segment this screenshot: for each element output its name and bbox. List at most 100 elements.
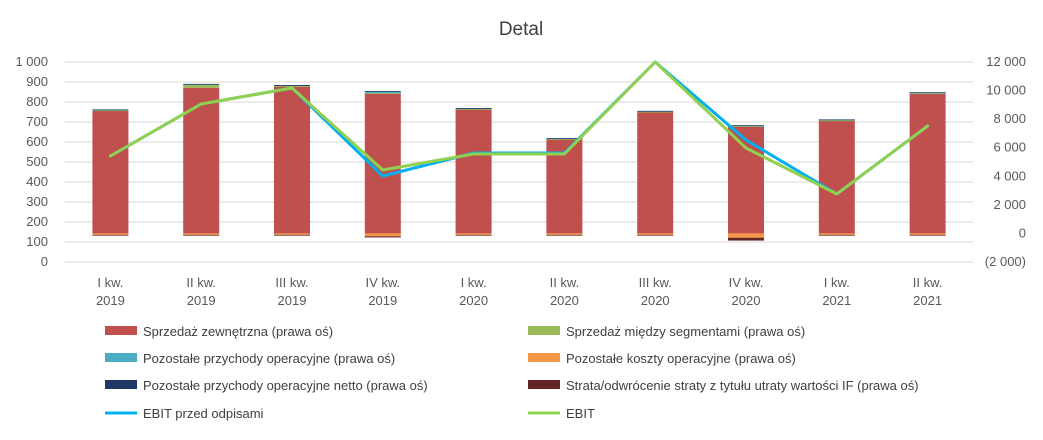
- x-tick-label: 2021: [822, 293, 851, 308]
- right-axis-ticks: (2 000) 0 2 000 4 000 6 000 8 000 10 000 12 000: [985, 54, 1026, 269]
- bar-segment: [92, 234, 129, 236]
- bar-segment: [909, 234, 946, 236]
- x-tick-label: II kw.: [186, 275, 216, 290]
- right-tick-label: 10 000: [986, 83, 1026, 98]
- x-tick-label: 2020: [459, 293, 488, 308]
- bar-segment: [274, 234, 310, 236]
- bar-segment: [364, 93, 401, 94]
- bar-segment: [92, 110, 129, 112]
- bar-segment: [274, 86, 310, 234]
- bar-segment: [909, 93, 946, 95]
- legend-swatch: [528, 353, 560, 362]
- legend-swatch: [105, 326, 137, 335]
- legend-swatch: [528, 326, 560, 335]
- bar-segment: [637, 110, 674, 112]
- left-tick-label: 0: [41, 254, 48, 269]
- bar-segment: [637, 112, 674, 234]
- legend-swatch: [528, 380, 560, 389]
- legend-label: EBIT: [566, 406, 595, 421]
- left-tick-label: 900: [26, 74, 48, 89]
- bar-segment: [92, 110, 129, 234]
- bar-segment: [183, 84, 220, 88]
- x-tick-label: 2019: [368, 293, 397, 308]
- left-tick-label: 700: [26, 114, 48, 129]
- bar-segment: [728, 237, 764, 241]
- bar-segment: [546, 233, 583, 235]
- x-tick-label: 2020: [550, 293, 579, 308]
- x-tick-label: IV kw.: [729, 275, 764, 290]
- right-tick-label: 0: [1019, 225, 1026, 240]
- bar-segment: [818, 120, 855, 122]
- legend-label: Pozostałe koszty operacyjne (prawa oś): [566, 351, 796, 366]
- right-tick-label: 6 000: [993, 140, 1026, 155]
- x-tick-label: III kw.: [639, 275, 672, 290]
- left-tick-label: 500: [26, 154, 48, 169]
- bar-segment: [455, 234, 492, 236]
- bar-segment: [455, 109, 492, 110]
- legend-swatch: [105, 353, 137, 362]
- left-tick-label: 800: [26, 94, 48, 109]
- legend: Sprzedaż zewnętrzna (prawa oś) Sprzedaż m…: [105, 324, 919, 421]
- bar-segment: [728, 126, 764, 127]
- legend-label: Sprzedaż zewnętrzna (prawa oś): [143, 324, 333, 339]
- x-tick-label: 2020: [732, 293, 761, 308]
- x-tick-label: I kw.: [97, 275, 123, 290]
- right-tick-label: 8 000: [993, 111, 1026, 126]
- bar-segment: [546, 139, 583, 140]
- bar-segment: [274, 86, 310, 87]
- left-axis-ticks: 0 100 200 300 400 500 600 700 800 900 1 000: [15, 54, 48, 269]
- x-tick-label: II kw.: [913, 275, 943, 290]
- right-tick-label: 4 000: [993, 168, 1026, 183]
- bar-segment: [909, 233, 946, 235]
- series-line: [108, 60, 930, 196]
- bar-segment: [728, 125, 764, 127]
- legend-label: Sprzedaż między segmentami (prawa oś): [566, 324, 805, 339]
- x-tick-label: I kw.: [824, 275, 850, 290]
- bar-segment: [818, 119, 855, 121]
- legend-swatch: [105, 380, 137, 389]
- left-tick-label: 600: [26, 134, 48, 149]
- x-tick-label: 2020: [641, 293, 670, 308]
- bar-segment: [818, 233, 855, 235]
- bar-segment: [364, 91, 401, 92]
- legend-label: Strata/odwrócenie straty z tytułu utraty…: [566, 378, 919, 393]
- right-tick-label: 12 000: [986, 54, 1026, 69]
- bar-segment: [183, 234, 220, 236]
- legend-label: Pozostałe przychody operacyjne (prawa oś…: [143, 351, 395, 366]
- right-tick-label: 2 000: [993, 197, 1026, 212]
- bar-segment: [546, 234, 583, 236]
- bar-segment: [92, 233, 129, 235]
- bar-segment: [909, 92, 946, 94]
- bar-segment: [728, 233, 764, 238]
- x-tick-label: 2019: [187, 293, 216, 308]
- bar-segment: [92, 109, 129, 111]
- bar-segment: [364, 236, 401, 238]
- bar-segment: [274, 85, 310, 86]
- x-tick-label: 2021: [913, 293, 942, 308]
- lines: [108, 60, 930, 196]
- bar-segment: [637, 111, 674, 113]
- bar-segment: [455, 109, 492, 234]
- x-axis-ticks: I kw. 2019 II kw. 2019 III kw. 2019 IV kw. 2019…: [96, 275, 942, 308]
- bar-segment: [364, 233, 401, 237]
- x-tick-label: 2019: [96, 293, 125, 308]
- x-tick-label: I kw.: [461, 275, 487, 290]
- x-tick-label: II kw.: [550, 275, 580, 290]
- left-tick-label: 200: [26, 214, 48, 229]
- left-tick-label: 400: [26, 174, 48, 189]
- bar-segment: [455, 108, 492, 109]
- bar-segment: [183, 233, 220, 235]
- bar-segment: [637, 234, 674, 236]
- bar-segment: [818, 120, 855, 234]
- x-tick-label: 2019: [278, 293, 307, 308]
- chart-title: Detal: [499, 19, 543, 40]
- bar-segment: [455, 233, 492, 235]
- right-tick-label: (2 000): [985, 254, 1026, 269]
- bar-segment: [637, 233, 674, 235]
- bar-segment: [728, 126, 764, 234]
- legend-label: EBIT przed odpisami: [143, 406, 264, 421]
- bar-segment: [364, 92, 401, 94]
- bars: [92, 83, 946, 241]
